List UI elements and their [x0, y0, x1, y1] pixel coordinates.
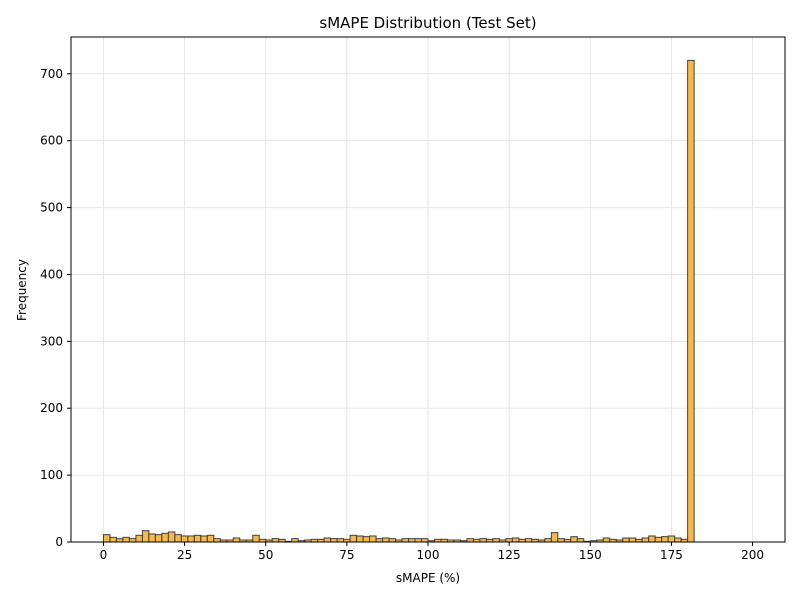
histogram-bar — [648, 535, 656, 543]
y-tick-label: 400 — [40, 267, 63, 281]
histogram-bar — [122, 536, 130, 543]
histogram-bar — [109, 536, 117, 543]
histogram-bar — [382, 537, 390, 543]
x-axis-label: sMAPE (%) — [396, 571, 460, 585]
x-tick-label: 175 — [660, 548, 683, 562]
histogram-bar — [550, 532, 559, 543]
y-tick-label: 0 — [55, 535, 63, 549]
histogram-bar — [362, 536, 371, 543]
histogram-bar — [388, 538, 397, 543]
histogram-bar — [602, 537, 611, 543]
histogram-bar — [687, 59, 695, 543]
x-axis-ticks: 0 25 50 75 100 125 150 175 200 — [100, 542, 764, 562]
chart-title: sMAPE Distribution (Test Set) — [319, 14, 536, 32]
histogram-bar — [148, 533, 156, 543]
histogram-bar — [544, 538, 552, 543]
histogram-bar — [291, 538, 299, 543]
bars — [102, 59, 695, 543]
histogram-bar — [102, 534, 111, 543]
x-tick-label: 150 — [579, 548, 602, 562]
histogram-bar — [674, 537, 682, 543]
histogram-bar — [187, 535, 195, 543]
histogram-bar — [479, 538, 487, 543]
histogram-bar — [375, 538, 384, 543]
histogram-bar — [115, 538, 124, 543]
histogram-bar — [557, 538, 565, 543]
histogram-bar — [505, 538, 513, 543]
histogram-bar — [161, 532, 169, 543]
histogram-bar — [180, 535, 189, 543]
x-tick-label: 0 — [100, 548, 108, 562]
histogram-bar — [408, 538, 416, 543]
histogram-bar — [570, 536, 578, 543]
histogram-bar — [252, 534, 260, 543]
y-tick-label: 300 — [40, 334, 63, 348]
histogram-bar — [213, 538, 221, 543]
histogram-bar — [271, 538, 280, 543]
histogram-bar — [167, 531, 176, 543]
y-tick-label: 100 — [40, 468, 63, 482]
histogram-bar — [576, 538, 585, 543]
histogram-bar — [128, 538, 137, 543]
y-axis-label: Frequency — [15, 259, 29, 321]
histogram-bar — [349, 534, 358, 543]
x-tick-label: 200 — [741, 548, 764, 562]
histogram-bar — [421, 538, 429, 543]
histogram-bar — [641, 537, 650, 543]
histogram-bar — [622, 537, 630, 543]
histogram-bar — [232, 537, 241, 543]
y-axis-ticks: 0 100 200 300 400 500 600 700 — [40, 67, 71, 549]
histogram-bar — [174, 534, 182, 543]
histogram-bar — [511, 537, 520, 543]
y-tick-label: 200 — [40, 401, 63, 415]
histogram-bar — [141, 530, 150, 543]
histogram-bar — [524, 538, 533, 543]
y-tick-label: 600 — [40, 134, 63, 148]
histogram-bar — [661, 536, 669, 543]
histogram-bar — [135, 534, 143, 543]
x-tick-label: 100 — [417, 548, 440, 562]
y-tick-label: 500 — [40, 201, 63, 215]
x-tick-label: 50 — [258, 548, 273, 562]
histogram-bar — [466, 538, 474, 543]
histogram-bar — [492, 538, 500, 543]
histogram-bar — [667, 535, 676, 543]
histogram-bar — [414, 538, 423, 543]
x-tick-label: 75 — [339, 548, 354, 562]
histogram-bar — [401, 538, 410, 543]
histogram-bar — [323, 537, 332, 543]
histogram-bar — [193, 534, 202, 543]
histogram-bar — [206, 534, 215, 543]
x-tick-label: 125 — [498, 548, 521, 562]
histogram-bar — [654, 536, 663, 543]
x-tick-label: 25 — [177, 548, 192, 562]
histogram-bar — [356, 535, 364, 543]
histogram-bar — [628, 537, 637, 543]
histogram-bar — [330, 538, 338, 543]
histogram-bar — [200, 535, 208, 543]
histogram-bar — [369, 535, 377, 543]
histogram-bar — [336, 538, 345, 543]
histogram-bar — [154, 534, 163, 543]
y-tick-label: 700 — [40, 67, 63, 81]
